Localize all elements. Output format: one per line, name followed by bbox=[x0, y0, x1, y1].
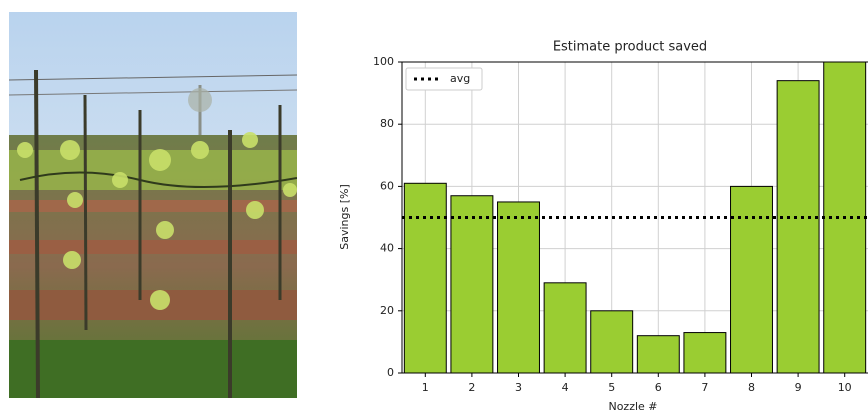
bar bbox=[731, 186, 773, 373]
chart-title: Estimate product saved bbox=[553, 40, 707, 55]
x-tick-label: 2 bbox=[468, 381, 475, 394]
page: {"chart_data": {"type": "bar", "title": … bbox=[0, 0, 868, 415]
y-tick-label: 0 bbox=[387, 366, 394, 379]
bar bbox=[544, 283, 586, 373]
y-tick-label: 100 bbox=[373, 55, 394, 68]
y-tick-label: 40 bbox=[380, 242, 394, 255]
x-tick-label: 7 bbox=[701, 381, 708, 394]
bar bbox=[684, 333, 726, 373]
y-tick-label: 60 bbox=[380, 179, 394, 192]
legend-label: avg bbox=[450, 72, 470, 85]
bar bbox=[451, 196, 493, 373]
x-tick-label: 3 bbox=[515, 381, 522, 394]
x-tick-label: 6 bbox=[655, 381, 662, 394]
y-axis-label: Savings [%] bbox=[338, 184, 351, 250]
y-tick-label: 80 bbox=[380, 117, 394, 130]
bar bbox=[498, 202, 540, 373]
legend-box bbox=[406, 68, 482, 90]
x-tick-label: 4 bbox=[562, 381, 569, 394]
x-axis-label: Nozzle # bbox=[608, 400, 657, 413]
bar bbox=[637, 336, 679, 373]
x-tick-label: 10 bbox=[838, 381, 852, 394]
bar bbox=[404, 183, 446, 373]
x-tick-label: 8 bbox=[748, 381, 755, 394]
y-tick-label: 20 bbox=[380, 304, 394, 317]
x-tick-label: 9 bbox=[795, 381, 802, 394]
bar bbox=[777, 81, 819, 373]
figure: Estimate product saved Nozzle # Savings … bbox=[0, 0, 868, 415]
x-tick-label: 1 bbox=[422, 381, 429, 394]
vineyard-photo bbox=[9, 12, 297, 398]
bar bbox=[591, 311, 633, 373]
x-tick-label: 5 bbox=[608, 381, 615, 394]
